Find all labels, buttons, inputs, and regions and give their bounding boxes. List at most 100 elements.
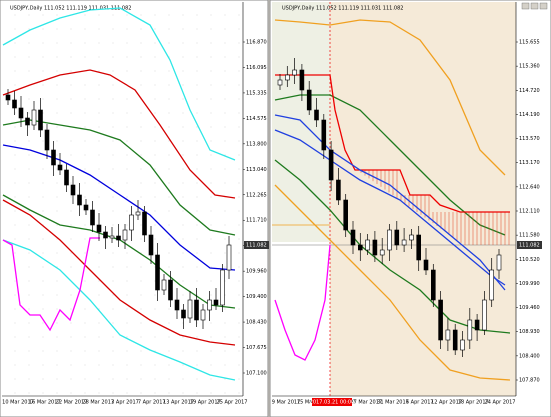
price-label: 115.655 [519,40,540,46]
date-label: 6 Apr 2017 [406,400,434,406]
candle [365,239,370,251]
price-label: 116.095 [246,65,267,71]
candle [489,269,495,301]
candle [379,249,385,256]
candle [220,269,225,306]
candle [467,319,473,341]
current-price: 111.082 [246,243,267,249]
candle [387,229,392,251]
date-label: 13 Apr 2017 [163,400,194,406]
candle [31,109,37,126]
right-window: USDJPY,Daily 111.052 111.119 111.031 111… [269,0,551,417]
candle [174,299,180,311]
candle [18,107,24,119]
candle [70,184,76,196]
candle [213,299,219,306]
price-label: 108.930 [519,329,540,335]
candle [460,339,465,351]
price-label: 108.430 [246,320,267,326]
left-window: USDJPY,Daily 111.052 111.119 111.031 111… [0,0,269,417]
candle [116,235,121,241]
candle [350,229,356,246]
price-label: 113.040 [246,167,267,173]
price-label: 115.335 [246,90,267,96]
candle [474,319,480,331]
price-label: 113.170 [519,160,540,166]
candle [299,69,305,91]
candle [452,329,458,351]
price-label: 112.110 [519,209,540,215]
candle [423,259,429,271]
cursor-time: 2017.03.21 00:00 [310,400,355,406]
candle [372,239,378,256]
price-label: 111.580 [519,233,540,239]
candle [25,117,30,126]
date-label: 31 Mar 2017 [377,400,409,406]
candle [321,119,327,151]
candle [155,254,160,291]
price-label: 108.400 [519,353,540,359]
candle [57,164,63,171]
date-label: 19 Apr 2017 [190,400,221,406]
candle [38,109,43,131]
price-label: 114.720 [519,88,540,94]
window-buttons[interactable] [521,2,548,10]
date-label: 16 Mar 2017 [29,400,61,406]
current-price: 111.082 [519,243,540,249]
date-label: 25 Apr 2017 [217,400,248,406]
candle [142,211,147,236]
candle [438,299,443,341]
price-label: 114.575 [246,116,267,122]
price-label: 109.960 [246,269,267,275]
candle [90,209,95,226]
candle [226,244,232,271]
date-label: 27 Mar 2017 [350,400,382,406]
candle [284,74,290,81]
price-label: 107.870 [519,378,540,384]
candle [430,269,436,301]
candle [496,254,502,271]
price-label: 109.990 [519,281,540,287]
date-label: 28 Mar 2017 [82,400,114,406]
date-label: 18 Apr 2017 [458,400,489,406]
candle [445,329,451,341]
price-label: 107.675 [246,345,267,351]
candle [343,199,349,231]
candle [409,234,414,241]
candle [416,234,422,261]
candle [292,69,297,76]
candle [64,169,69,186]
price-label: 111.710 [246,218,267,224]
window-title: USDJPY,Daily [10,6,42,12]
candle [168,279,173,301]
candle [109,235,115,239]
date-label: 7 Apr 2017 [138,400,166,406]
date-label: 22 Mar 2017 [56,400,88,406]
candle [357,244,363,251]
date-label: 3 Apr 2017 [111,400,139,406]
candle [181,309,186,319]
date-label: 10 Mar 2017 [2,400,34,406]
ohlc: 111.052 111.119 111.031 111.082 [44,6,131,12]
ohlc: 111.052 111.119 111.031 111.082 [316,6,403,12]
candle [122,229,128,241]
candle [306,89,312,111]
candle [187,299,193,319]
price-label: 112.640 [519,184,540,190]
price-label: 110.520 [519,257,540,263]
date-label: 9 Mar 2017 [272,400,301,406]
price-label: 113.800 [246,141,267,147]
candle [5,94,11,101]
candle [51,149,56,166]
date-label: 12 Apr 2017 [431,400,462,406]
candle [207,299,212,311]
candle [96,224,102,233]
candle [44,129,50,151]
price-label: 113.570 [519,136,540,142]
price-label: 109.460 [519,305,540,311]
candle [148,234,154,256]
price-label: 114.190 [519,112,540,118]
candle [328,149,334,181]
candle [129,214,134,231]
